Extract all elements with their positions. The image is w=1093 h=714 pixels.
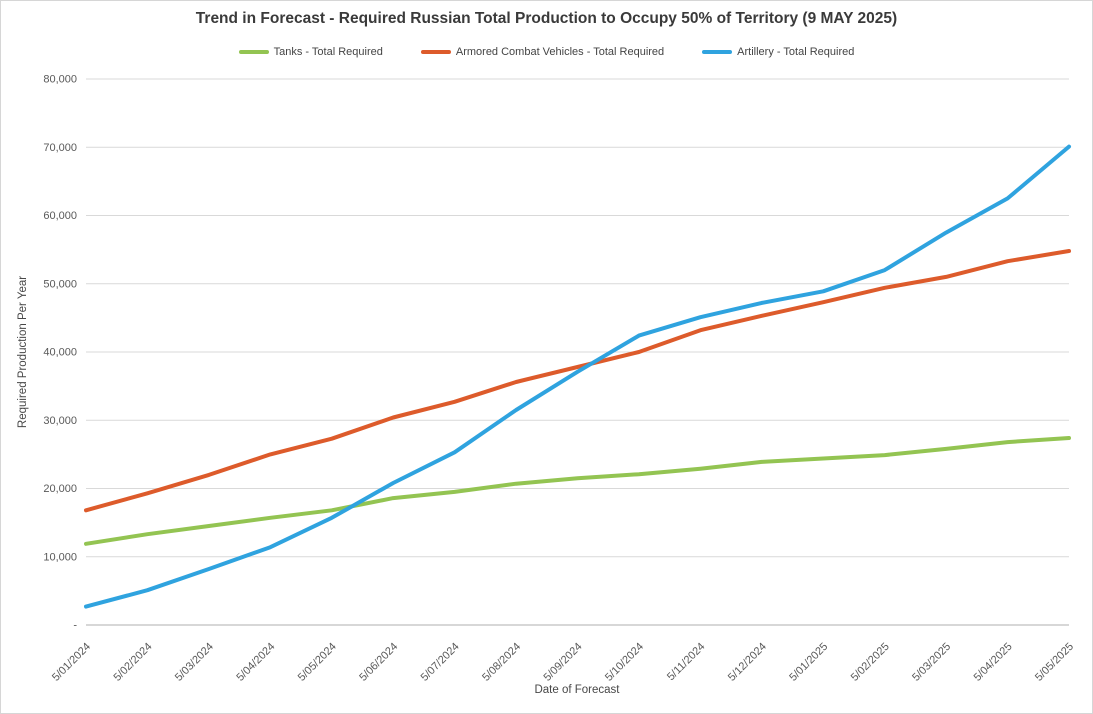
series-line-armored: [84, 249, 1071, 513]
legend-item-label: Armored Combat Vehicles - Total Required: [455, 46, 665, 58]
legend-swatch: [238, 50, 269, 54]
x-axis-title: Date of Forecast: [534, 684, 620, 696]
series-line-tanks: [84, 436, 1071, 546]
y-tick-label: 60,000: [43, 210, 77, 222]
x-tick-label: 5/12/2024: [726, 641, 769, 684]
tick-label-layer: - 10,000 20,000 30,000 40,000 50,000 60,000 70,…: [43, 74, 1076, 684]
y-tick-label: -: [73, 620, 77, 632]
gridline-layer: [86, 78, 1069, 626]
y-tick-label: 80,000: [43, 74, 77, 86]
x-tick-label: 5/11/2024: [665, 641, 708, 684]
y-tick-label: 10,000: [43, 551, 77, 563]
legend-item-label: Tanks - Total Required: [273, 46, 383, 58]
y-tick-label: 70,000: [43, 142, 77, 154]
series-line-artillery: [84, 144, 1071, 609]
legend-item-label: Artillery - Total Required: [737, 46, 855, 58]
legend-item: Tanks - Total Required: [238, 46, 383, 58]
y-tick-label: 30,000: [43, 415, 77, 427]
series-layer: [84, 144, 1071, 609]
x-tick-label: 5/05/2024: [296, 641, 339, 684]
x-tick-label: 5/07/2024: [419, 641, 462, 684]
y-tick-label: 40,000: [43, 347, 77, 359]
x-tick-label: 5/02/2024: [111, 641, 154, 684]
x-tick-label: 5/01/2024: [50, 641, 93, 684]
x-tick-label: 5/04/2024: [234, 641, 277, 684]
chart-legend: Tanks - Total Required Armored Combat Veh…: [1, 46, 1092, 58]
x-tick-label: 5/03/2025: [910, 641, 953, 684]
x-tick-label: 5/06/2024: [357, 641, 400, 684]
x-tick-label: 5/02/2025: [849, 641, 892, 684]
x-tick-label: 5/08/2024: [480, 641, 523, 684]
y-tick-label: 20,000: [43, 483, 77, 495]
y-tick-label: 50,000: [43, 278, 77, 290]
x-tick-label: 5/10/2024: [603, 641, 646, 684]
x-tick-label: 5/04/2025: [972, 641, 1015, 684]
chart-title: Trend in Forecast - Required Russian Tot…: [195, 10, 898, 27]
legend-swatch: [702, 50, 733, 54]
legend-swatch: [420, 50, 451, 54]
y-axis-title: Required Production Per Year: [17, 276, 29, 428]
x-tick-label: 5/05/2025: [1033, 641, 1076, 684]
x-tick-label: 5/09/2024: [542, 641, 585, 684]
x-tick-label: 5/03/2024: [173, 641, 216, 684]
x-tick-label: 5/01/2025: [787, 641, 830, 684]
legend-item: Armored Combat Vehicles - Total Required: [420, 46, 665, 58]
legend-item: Artillery - Total Required: [702, 46, 854, 58]
